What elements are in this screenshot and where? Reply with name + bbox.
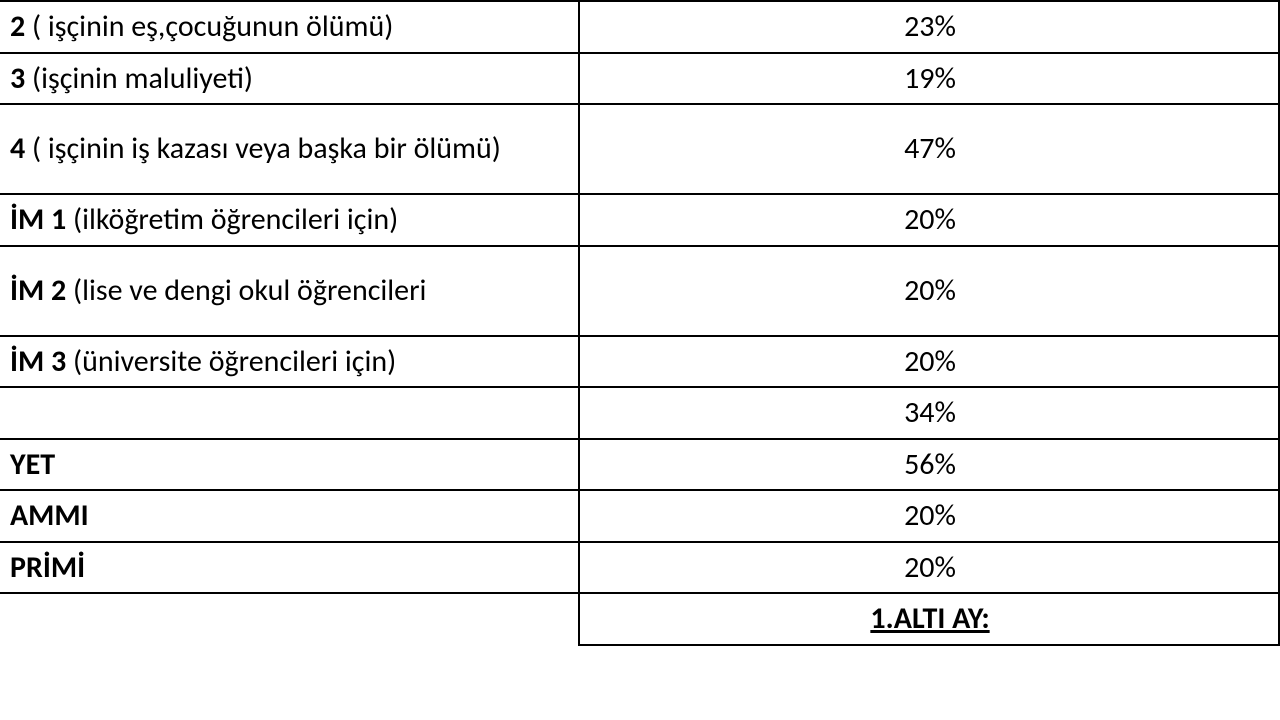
table-row: AMMI 20%	[0, 490, 1280, 542]
table-row: 3 (işçinin maluliyeti) 19%	[0, 53, 1280, 105]
table-row: 34%	[0, 387, 1280, 439]
row-description: PRİMİ	[0, 542, 579, 594]
row-description: 4 ( işçinin iş kazası veya başka bir ölü…	[0, 104, 579, 194]
row-bold-prefix: PRİMİ	[10, 549, 85, 586]
table-row: YET 56%	[0, 439, 1280, 491]
table-row: İM 3 (üniversite öğrencileri için) 20%	[0, 336, 1280, 388]
row-value: 34%	[579, 387, 1279, 439]
row-description: İM 3 (üniversite öğrencileri için)	[0, 336, 579, 388]
row-value: 56%	[579, 439, 1279, 491]
row-value: 20%	[579, 490, 1279, 542]
table-row: 4 ( işçinin iş kazası veya başka bir ölü…	[0, 104, 1280, 194]
row-desc-text: (lise ve dengi okul öğrencileri	[66, 272, 426, 309]
row-desc-text: ( işçinin eş,çocuğunun ölümü)	[25, 8, 393, 45]
row-bold-prefix: 3	[10, 60, 25, 97]
row-description: 2 ( işçinin eş,çocuğunun ölümü)	[0, 1, 579, 53]
row-value: 19%	[579, 53, 1279, 105]
row-value: 20%	[579, 336, 1279, 388]
row-description: İM 2 (lise ve dengi okul öğrencileri	[0, 246, 579, 336]
row-value: 20%	[579, 246, 1279, 336]
table-row: 2 ( işçinin eş,çocuğunun ölümü) 23%	[0, 1, 1280, 53]
row-bold-prefix: İM 3	[10, 343, 66, 380]
row-desc-text: (ilköğretim öğrencileri için)	[66, 201, 398, 238]
row-desc-text: ( işçinin iş kazası veya başka bir ölümü…	[25, 130, 501, 167]
row-description: YET	[0, 439, 579, 491]
row-desc-text: (üniversite öğrencileri için)	[66, 343, 396, 380]
row-desc-text: (işçinin maluliyeti)	[25, 60, 253, 97]
row-bold-prefix: İM 2	[10, 272, 66, 309]
row-value: 23%	[579, 1, 1279, 53]
row-description	[0, 387, 579, 439]
table-row: İM 2 (lise ve dengi okul öğrencileri 20%	[0, 246, 1280, 336]
row-bold-prefix: YET	[10, 446, 55, 483]
row-value: 47%	[579, 104, 1279, 194]
row-bold-prefix: 2	[10, 8, 25, 45]
row-description: İM 1 (ilköğretim öğrencileri için)	[0, 194, 579, 246]
row-value: 20%	[579, 194, 1279, 246]
row-value: 20%	[579, 542, 1279, 594]
table-row: İM 1 (ilköğretim öğrencileri için) 20%	[0, 194, 1280, 246]
row-description: 3 (işçinin maluliyeti)	[0, 53, 579, 105]
row-description: AMMI	[0, 490, 579, 542]
row-bold-prefix: AMMI	[10, 497, 89, 534]
row-bold-prefix: 4	[10, 130, 25, 167]
table-row: PRİMİ 20%	[0, 542, 1280, 594]
footer-row: 1.ALTI AY:	[0, 593, 1280, 645]
row-bold-prefix: İM 1	[10, 201, 66, 238]
rates-table-body: 2 ( işçinin eş,çocuğunun ölümü) 23% 3 (i…	[0, 1, 1280, 645]
footer-period-label: 1.ALTI AY:	[579, 593, 1279, 645]
rates-table: 2 ( işçinin eş,çocuğunun ölümü) 23% 3 (i…	[0, 0, 1280, 646]
footer-left-cell	[0, 593, 579, 645]
